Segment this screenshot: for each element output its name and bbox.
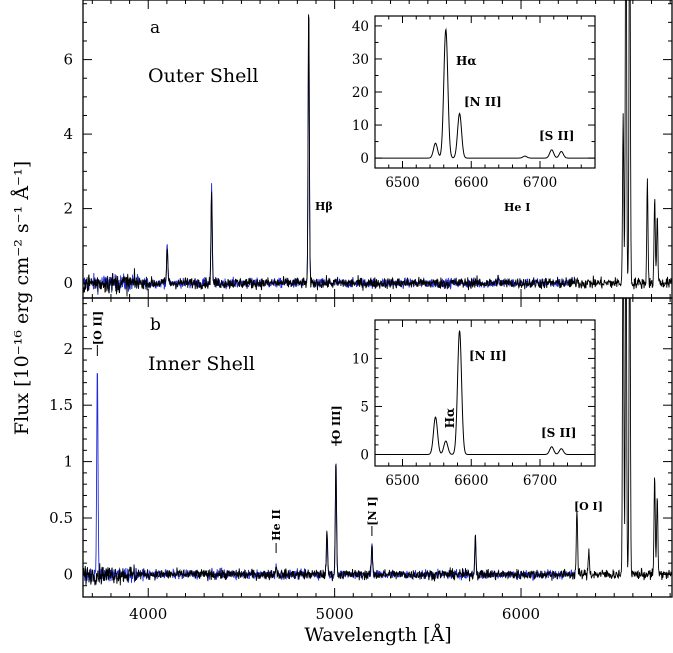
x-tick-label: 4000 [129, 605, 167, 623]
panel-b-ticks-group: 4000 5000 6000 0 0.5 1 1.5 2 [49, 298, 672, 623]
inset-y-tick-label: 5 [360, 399, 369, 415]
inset-label-h: Hα [456, 54, 477, 68]
inset-y-tick-label: 10 [352, 118, 369, 134]
label-o-ii: [O II] [91, 311, 104, 345]
inset-y-tick-label: 40 [352, 19, 369, 35]
inset-spectrum-line [375, 27, 595, 159]
panel-b-series-group [83, 298, 672, 586]
series-black-line [83, 0, 672, 297]
y-tick-label: 0 [63, 274, 73, 292]
label-o-i: [O I] [574, 500, 603, 513]
inset-x-tick-label: 6500 [385, 175, 419, 191]
panel-a-inset: 6500 6600 6700 0 10 20 30 40 Hα [N II] [S II] [352, 15, 596, 191]
y-tick-label: 2 [63, 200, 73, 218]
y-axis-title: Flux [10⁻¹⁶ erg cm⁻² s⁻¹ Å⁻¹] [11, 161, 33, 435]
inset-spectrum-line [375, 330, 595, 455]
inset-x-tick-label: 6600 [454, 175, 488, 191]
label-n-i: [N I] [366, 496, 379, 525]
inset-x-tick-label: 6700 [523, 473, 557, 489]
panel-b-title: Inner Shell [148, 353, 255, 375]
y-tick-label: 1.5 [49, 396, 73, 414]
x-axis-title: Wavelength [Å] [304, 624, 451, 646]
x-tick-label: 5000 [316, 605, 354, 623]
label-he-ii: He II [270, 509, 283, 541]
inset-label-nii: [N II] [464, 95, 502, 109]
panel-a-letter: a [150, 18, 160, 38]
panel-a-ticks-group: 0 2 4 6 [63, 0, 672, 298]
panel-b-inset: 6500 6600 6700 0 5 10 Hα [N II] [S II] [352, 319, 596, 489]
inset-label-halpha: Hα [443, 408, 457, 429]
y-tick-label: 1 [63, 453, 73, 471]
y-tick-label: 0.5 [49, 509, 73, 527]
inset-y-tick-label: 10 [352, 351, 369, 367]
inset-y-tick-label: 20 [352, 85, 369, 101]
inset-frame [374, 319, 596, 467]
label-o-iii: [O III] [330, 405, 343, 444]
y-tick-label: 2 [63, 340, 73, 358]
panel-a-outer-shell: 0 2 4 6 a Outer Shell Hβ He I 6500 6600 6700 0 1… [63, 0, 673, 299]
inset-frame [374, 15, 596, 169]
label-he-i: He I [504, 201, 530, 214]
inset-x-tick-label: 6700 [523, 175, 557, 191]
y-tick-label: 4 [63, 125, 73, 143]
panel-b-frame [82, 297, 673, 598]
inset-x-tick-label: 6600 [454, 473, 488, 489]
x-tick-label: 6000 [502, 605, 540, 623]
panel-a-line-labels: Hβ He I [315, 200, 530, 214]
inset-y-tick-label: 0 [360, 447, 369, 463]
y-tick-label: 6 [63, 51, 73, 69]
panel-a-title: Outer Shell [148, 65, 258, 87]
panel-b-inner-shell: 4000 5000 6000 0 0.5 1 1.5 2 b Inner Shell [O I… [49, 297, 673, 623]
panel-a-series-group [83, 0, 672, 297]
inset-y-tick-label: 30 [352, 52, 369, 68]
series-black-line [83, 298, 672, 586]
inset-x-tick-label: 6500 [385, 473, 419, 489]
inset-label-sii: [S II] [539, 129, 574, 143]
panel-b-letter: b [150, 315, 161, 335]
y-tick-label: 0 [63, 565, 73, 583]
label-h-beta: Hβ [315, 200, 333, 213]
inset-y-tick-label: 0 [360, 151, 369, 167]
panel-b-line-labels: [O II] He II [O III] [N I] [O I] [91, 311, 603, 553]
inset-label-nii: [N II] [469, 349, 507, 363]
inset-label-sii: [S II] [541, 426, 576, 440]
